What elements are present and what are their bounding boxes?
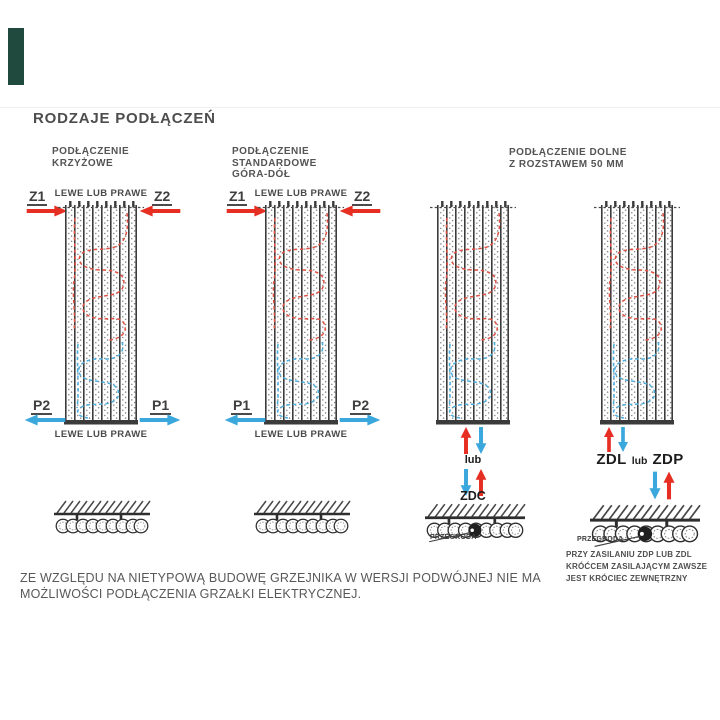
heading-line: Z ROZSTAWEM 50 MM bbox=[509, 158, 624, 170]
supply-arrow-icon bbox=[139, 205, 181, 217]
supply-arrow-icon bbox=[226, 205, 268, 217]
footer-note-line: MOŻLIWOŚCI PODŁĄCZENIA GRZAŁKI ELEKTRYCZ… bbox=[20, 587, 362, 601]
bottom-side-label: LEWE LUB PRAWE bbox=[54, 429, 148, 440]
return-arrow-icon bbox=[339, 414, 381, 426]
port-label-p1: P1 bbox=[150, 397, 172, 415]
note-line: KRÓĆCEM ZASILAJĄCYM ZAWSZE bbox=[566, 562, 708, 571]
footer-note: ZE WZGLĘDU NA NIETYPOWĄ BUDOWĘ GRZEJNIKA… bbox=[20, 570, 541, 602]
radiator-graphic bbox=[592, 199, 682, 426]
footer-note-line: ZE WZGLĘDU NA NIETYPOWĄ BUDOWĘ GRZEJNIKA… bbox=[20, 571, 541, 585]
or-label: lub bbox=[464, 454, 482, 466]
header-divider bbox=[0, 107, 720, 108]
radiator-graphic bbox=[428, 199, 518, 426]
top-side-label: LEWE LUB PRAWE bbox=[54, 188, 148, 199]
partition-label: PRZEGRODA bbox=[430, 534, 477, 541]
port-label-p2: P2 bbox=[31, 397, 53, 415]
heading-line: GÓRA-DÓŁ bbox=[232, 169, 291, 180]
heading-line: PODŁĄCZENIE bbox=[52, 146, 130, 157]
connection-label-zdl-zdp: ZDL lub ZDP bbox=[560, 451, 720, 468]
return-arrow-icon bbox=[649, 471, 661, 500]
heading-line: PODŁĄCZENIE DOLNE bbox=[509, 147, 627, 158]
column-heading-cross: PODŁĄCZENIE KRZYŻOWE bbox=[52, 146, 129, 169]
page-title: RODZAJE PODŁĄCZEŃ bbox=[33, 110, 216, 127]
supply-arrow-icon bbox=[26, 205, 68, 217]
port-label-z2: Z2 bbox=[352, 188, 373, 206]
supply-arrow-icon bbox=[663, 471, 675, 500]
heading-line: STANDARDOWE bbox=[232, 157, 317, 169]
radiator-cross-section bbox=[590, 504, 700, 550]
return-arrow-icon bbox=[475, 427, 487, 454]
or-label: lub bbox=[631, 455, 648, 467]
radiator-cross-section bbox=[254, 500, 350, 540]
heading-line: PODŁĄCZENIE bbox=[232, 146, 310, 157]
radiator-graphic bbox=[56, 199, 146, 426]
connection-label-zdl: ZDL bbox=[596, 451, 627, 468]
heading-line: KRZYŻOWE bbox=[52, 157, 114, 169]
return-arrow-icon bbox=[617, 427, 629, 452]
top-side-label: LEWE LUB PRAWE bbox=[254, 188, 348, 199]
return-arrow-icon bbox=[224, 414, 266, 426]
bottom-side-label: LEWE LUB PRAWE bbox=[254, 429, 348, 440]
radiator-cross-section bbox=[54, 500, 150, 540]
connection-label-zdp: ZDP bbox=[652, 451, 684, 468]
radiator-graphic bbox=[256, 199, 346, 426]
supply-arrow-icon bbox=[339, 205, 381, 217]
supply-arrow-icon bbox=[460, 427, 472, 454]
port-label-z1: Z1 bbox=[27, 188, 48, 206]
connection-label-zdc: ZDC bbox=[460, 489, 486, 503]
port-label-p2: P2 bbox=[350, 397, 372, 415]
column-heading-bottom-50mm: PODŁĄCZENIE DOLNE Z ROZSTAWEM 50 MM bbox=[509, 147, 627, 170]
return-arrow-icon bbox=[139, 414, 181, 426]
partition-label: PRZEGRODA bbox=[577, 536, 624, 543]
port-label-z2: Z2 bbox=[152, 188, 173, 206]
zdl-zdp-note: PRZY ZASILANIU ZDP LUB ZDL KRÓĆCEM ZASIL… bbox=[566, 549, 707, 585]
brand-accent-square bbox=[8, 28, 24, 85]
port-label-p1: P1 bbox=[231, 397, 253, 415]
port-label-z1: Z1 bbox=[227, 188, 248, 206]
column-heading-standard: PODŁĄCZENIE STANDARDOWE GÓRA-DÓŁ bbox=[232, 146, 317, 181]
note-line: PRZY ZASILANIU ZDP LUB ZDL bbox=[566, 550, 692, 559]
supply-arrow-icon bbox=[603, 427, 615, 452]
return-arrow-icon bbox=[24, 414, 66, 426]
note-line: JEST KRÓCIEC ZEWNĘTRZNY bbox=[566, 574, 688, 583]
